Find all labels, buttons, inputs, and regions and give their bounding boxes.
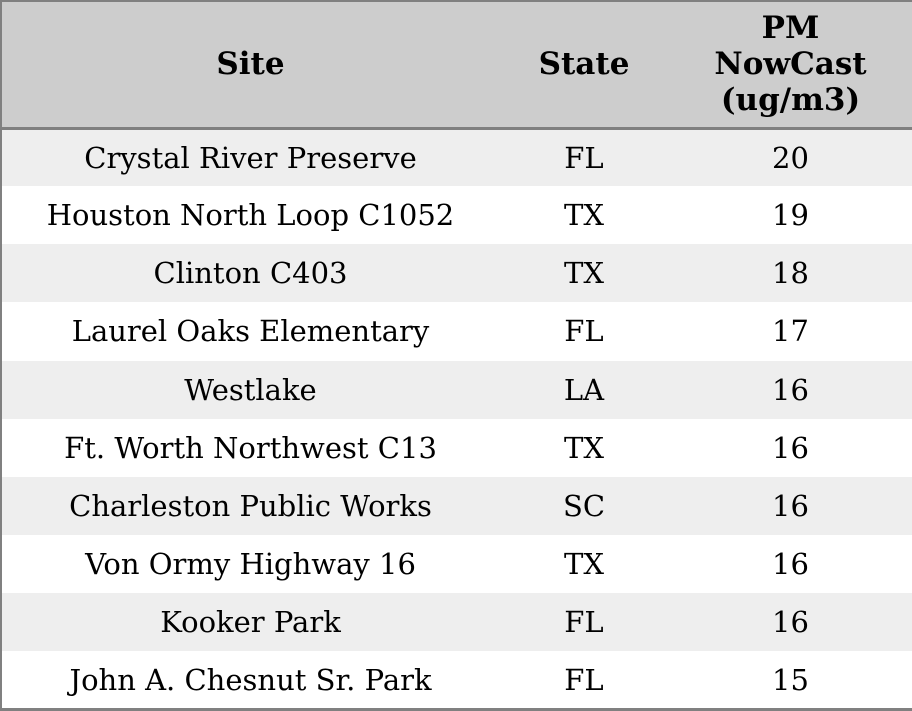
site-cell: Charleston Public Works bbox=[69, 488, 432, 523]
pm-nowcast-cell: 16 bbox=[772, 605, 809, 640]
table-header: Site State PM NowCast (ug/m3) bbox=[1, 1, 912, 130]
pm-nowcast-cell: 16 bbox=[772, 547, 809, 582]
state-cell: TX bbox=[564, 547, 604, 582]
site-cell: Crystal River Preserve bbox=[84, 140, 417, 175]
pm-nowcast-cell: 20 bbox=[772, 140, 809, 175]
pm-nowcast-cell: 16 bbox=[772, 488, 809, 523]
table-row: John A. Chesnut Sr. Park FL 15 bbox=[1, 651, 912, 710]
site-cell: Clinton C403 bbox=[153, 256, 348, 291]
pm-nowcast-cell: 16 bbox=[772, 372, 809, 407]
pm-nowcast-cell: 16 bbox=[772, 430, 809, 465]
state-cell: FL bbox=[564, 605, 604, 640]
site-cell: Houston North Loop C1052 bbox=[46, 198, 455, 233]
state-cell: TX bbox=[564, 430, 604, 465]
table-row: Ft. Worth Northwest C13 TX 16 bbox=[1, 418, 912, 477]
site-cell: Von Ormy Highway 16 bbox=[85, 547, 416, 582]
site-cell: Ft. Worth Northwest C13 bbox=[64, 430, 437, 465]
table-row: Charleston Public Works SC 16 bbox=[1, 476, 912, 535]
table-row: Houston North Loop C1052 TX 19 bbox=[1, 186, 912, 245]
site-cell: Laurel Oaks Elementary bbox=[71, 314, 430, 349]
site-cell: Kooker Park bbox=[160, 605, 341, 640]
header-row: Site State PM NowCast (ug/m3) bbox=[1, 1, 912, 130]
column-header-pm-nowcast-label: PM NowCast (ug/m3) bbox=[714, 9, 867, 119]
table-body: Crystal River Preserve FL 20 Houston Nor… bbox=[1, 128, 912, 710]
state-cell: FL bbox=[564, 140, 604, 175]
table-row: Westlake LA 16 bbox=[1, 360, 912, 419]
table-row: Clinton C403 TX 18 bbox=[1, 244, 912, 303]
pm-nowcast-cell: 15 bbox=[772, 662, 809, 697]
table-row: Laurel Oaks Elementary FL 17 bbox=[1, 302, 912, 361]
pm-nowcast-cell: 17 bbox=[772, 314, 809, 349]
state-cell: FL bbox=[564, 314, 604, 349]
column-header-state: State bbox=[499, 1, 669, 130]
state-cell: SC bbox=[562, 488, 606, 523]
table-row: Crystal River Preserve FL 20 bbox=[1, 128, 912, 187]
column-header-site: Site bbox=[1, 1, 499, 130]
column-header-pm-nowcast: PM NowCast (ug/m3) bbox=[669, 1, 912, 130]
site-cell: John A. Chesnut Sr. Park bbox=[69, 662, 432, 697]
state-cell: TX bbox=[564, 256, 604, 291]
pm-nowcast-cell: 19 bbox=[772, 198, 809, 233]
state-cell: TX bbox=[564, 198, 604, 233]
pm-nowcast-cell: 18 bbox=[772, 256, 809, 291]
state-cell: FL bbox=[564, 662, 604, 697]
table-row: Kooker Park FL 16 bbox=[1, 593, 912, 652]
state-cell: LA bbox=[563, 372, 605, 407]
table-row: Von Ormy Highway 16 TX 16 bbox=[1, 534, 912, 594]
site-cell: Westlake bbox=[184, 372, 317, 407]
